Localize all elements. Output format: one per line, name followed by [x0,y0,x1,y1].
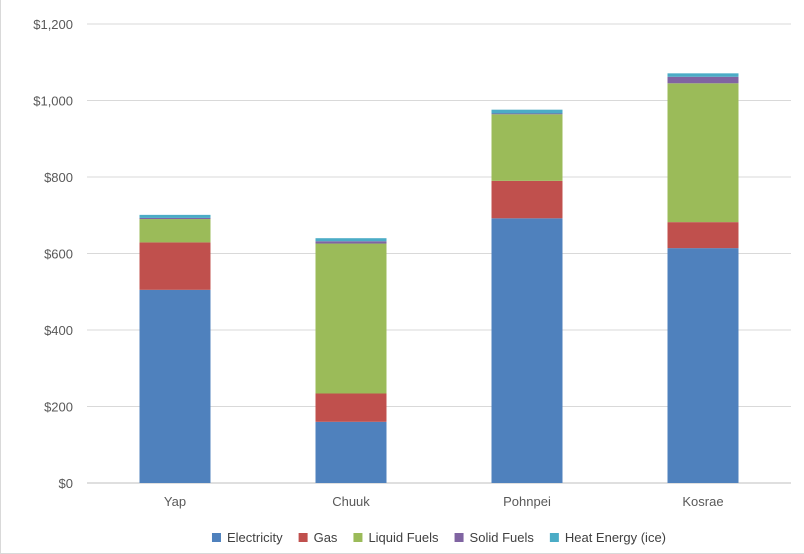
legend-swatch [298,533,308,542]
legend-label: Liquid Fuels [368,530,439,545]
bar-segment [491,114,563,181]
bar-segment [491,109,563,114]
x-tick-label: Kosrae [682,494,723,509]
y-tick-label: $1,000 [33,94,73,109]
legend-label: Heat Energy (ice) [565,530,666,545]
legend-label: Solid Fuels [470,530,535,545]
x-axis: Yap Chuuk Pohnpei Kosrae [164,494,724,509]
bar-segment [667,76,739,84]
y-tick-label: $200 [44,400,73,415]
bar-segment [315,238,387,242]
bar-segment [315,243,387,394]
bar-segment [491,218,563,483]
legend-swatch [549,533,559,542]
legend-swatch [211,533,221,542]
bar-segment [139,289,211,483]
bar-segment [315,421,387,483]
bar-segment [667,73,739,77]
bar-segment [667,248,739,483]
legend: Electricity Gas Liquid Fuels Solid Fuels Hea… [211,530,666,545]
bar-segment [139,217,211,220]
x-tick-label: Pohnpei [503,494,551,509]
bar-segment [315,241,387,244]
bar-segment [491,113,563,115]
bar-segment [139,219,211,243]
legend-swatch [454,533,464,542]
y-tick-label: $800 [44,170,73,185]
y-tick-label: $0 [59,476,73,491]
bar-segment [139,214,211,218]
x-tick-label: Chuuk [332,494,370,509]
legend-label: Gas [314,530,338,545]
legend-label: Electricity [227,530,283,545]
y-axis: $0 $200 $400 $600 $800 $1,000 $1,200 [33,17,73,491]
bar-segment [491,180,563,219]
bars [139,73,739,483]
legend-swatch [353,533,363,542]
bar-segment [139,242,211,290]
bar-segment [667,222,739,249]
bar-segment [315,393,387,422]
x-tick-label: Yap [164,494,186,509]
y-tick-label: $1,200 [33,17,73,32]
y-tick-label: $400 [44,323,73,338]
y-tick-label: $600 [44,247,73,262]
bar-segment [667,83,739,223]
